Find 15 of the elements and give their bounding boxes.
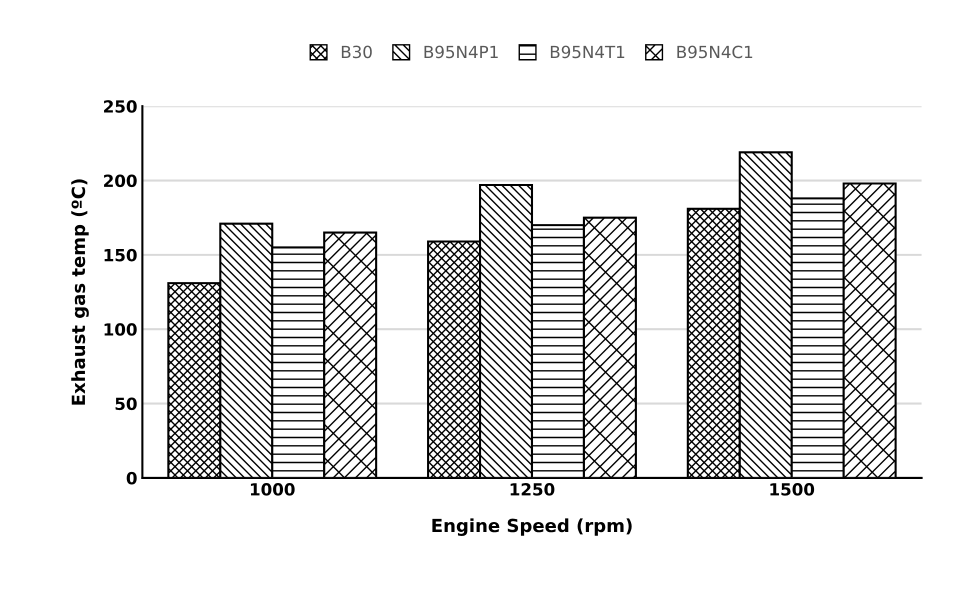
x-tick-label: 1500: [770, 483, 814, 496]
y-tick-label: 50: [116, 398, 137, 410]
y-tick-label: 0: [126, 472, 137, 484]
y-tick-label: 250: [104, 100, 137, 113]
y-tick-label: 200: [104, 174, 137, 188]
x-tick-label: 1250: [510, 483, 554, 496]
legend-label: B95N4T1: [550, 46, 624, 58]
y-axis-title: Exhaust gas temp (ºC): [71, 179, 89, 405]
y-tick-label: 150: [104, 248, 137, 262]
y-tick-label: 100: [104, 323, 137, 336]
legend-label: B95N4C1: [677, 46, 752, 58]
x-tick-label: 1000: [250, 483, 295, 496]
legend-label: B95N4P1: [424, 46, 498, 58]
legend-label: B30: [342, 46, 372, 58]
x-axis-title: Engine Speed (rpm): [432, 518, 632, 536]
